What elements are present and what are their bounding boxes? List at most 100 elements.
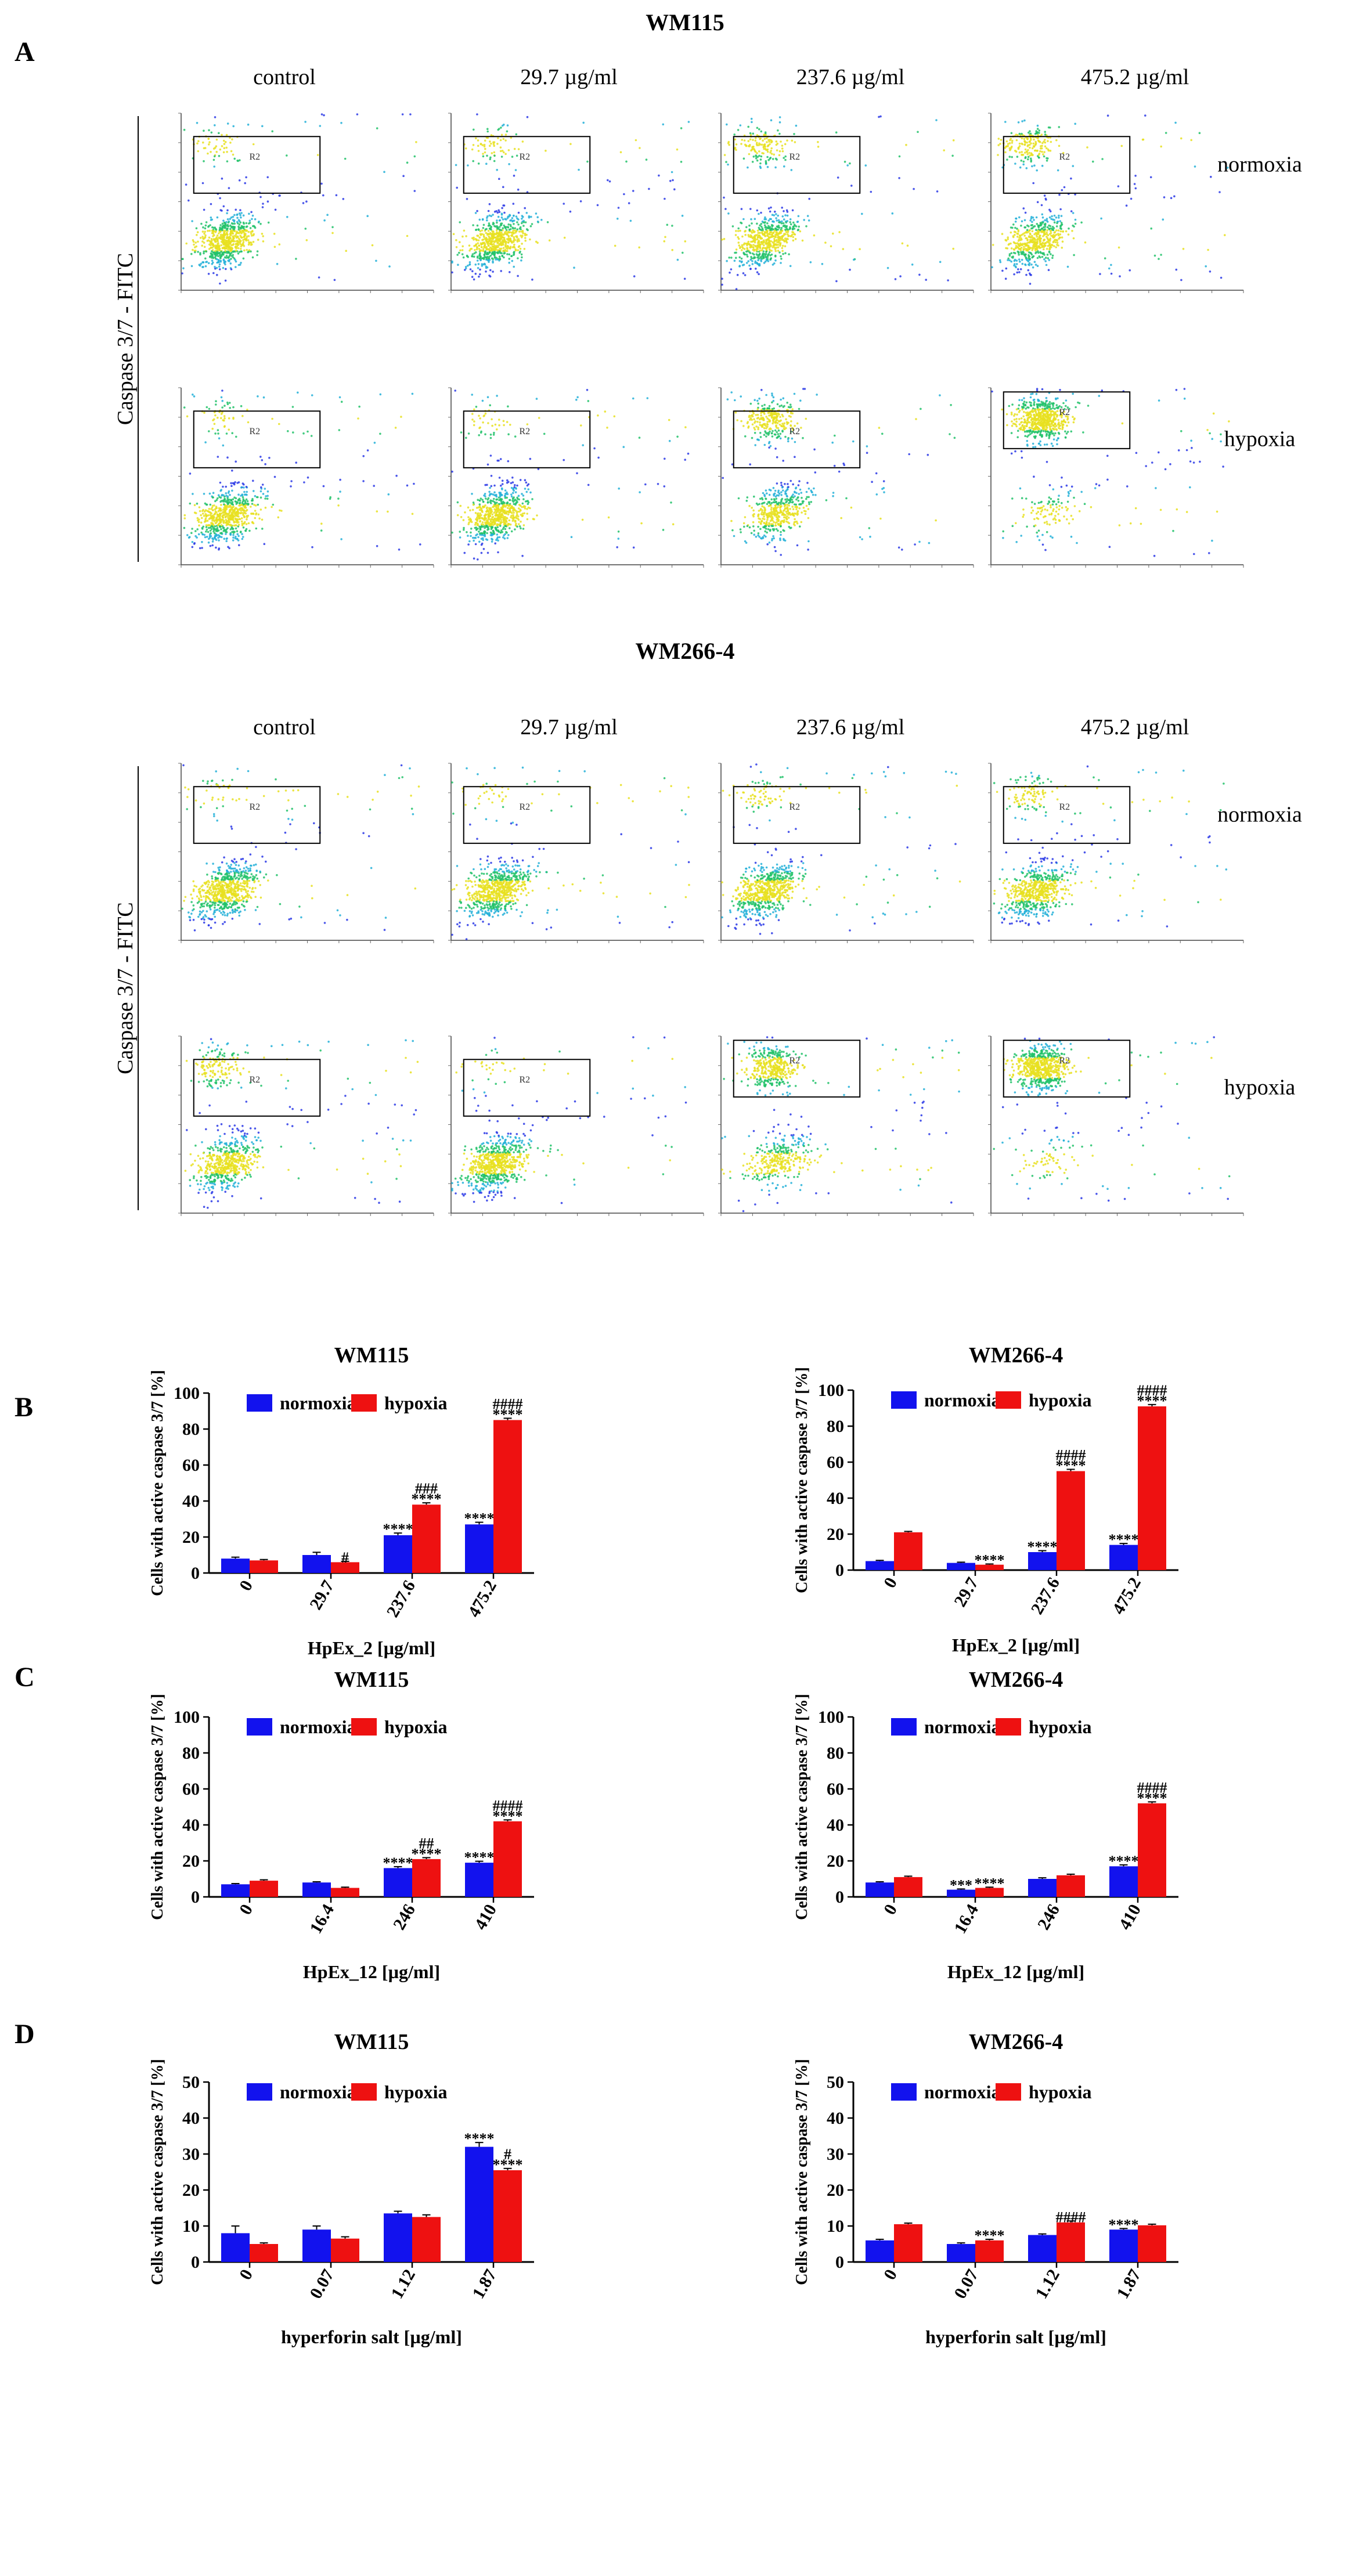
flow-event <box>497 233 500 236</box>
flow-event <box>214 266 216 268</box>
flow-event <box>520 520 522 523</box>
flow-event <box>215 150 218 153</box>
flow-event <box>781 237 784 240</box>
flow-event <box>824 241 827 244</box>
flow-event <box>1074 218 1077 221</box>
flow-event <box>246 493 248 496</box>
flow-event <box>1038 255 1040 258</box>
flow-event <box>232 125 235 128</box>
flow-event <box>758 128 760 131</box>
flow-event <box>323 114 325 117</box>
flow-event <box>487 510 489 513</box>
flow-event <box>1029 233 1032 236</box>
flow-event <box>243 515 246 518</box>
flow-event <box>214 535 217 537</box>
flow-event <box>193 395 196 398</box>
flow-event <box>1022 248 1025 251</box>
flow-event <box>227 517 229 519</box>
flow-event <box>524 221 527 223</box>
flow-event <box>657 483 659 485</box>
flow-event <box>474 522 477 524</box>
flow-event <box>524 237 527 239</box>
flow-event <box>769 157 772 159</box>
flow-event <box>1031 227 1034 229</box>
flow-event <box>245 523 248 525</box>
flow-event <box>254 510 257 512</box>
flow-event <box>760 249 763 252</box>
flow-event <box>496 168 498 171</box>
flow-event <box>1037 224 1040 227</box>
flow-event <box>204 227 207 230</box>
flow-event <box>206 406 208 409</box>
flow-event <box>189 472 192 475</box>
flow-event <box>223 261 226 264</box>
flow-event <box>222 219 225 222</box>
flow-event <box>492 258 494 261</box>
flow-event <box>273 475 276 478</box>
flow-event <box>215 228 218 231</box>
flow-event <box>517 517 519 520</box>
flow-event <box>776 149 778 151</box>
flow-event <box>486 532 488 535</box>
flow-event <box>764 216 766 219</box>
flow-event <box>260 486 262 489</box>
flow-event <box>201 230 204 233</box>
flow-event <box>214 251 217 254</box>
flow-event <box>243 483 245 486</box>
flow-event <box>755 157 758 160</box>
flow-event <box>1025 273 1028 276</box>
flow-event <box>759 257 762 259</box>
flow-event <box>211 259 214 262</box>
flow-event <box>662 123 665 126</box>
flow-event <box>778 241 780 244</box>
flow-event <box>212 147 215 150</box>
flow-event <box>727 142 730 145</box>
flow-event <box>190 265 193 268</box>
flow-event <box>470 247 473 250</box>
flow-event <box>237 160 239 163</box>
flow-event <box>1198 132 1201 134</box>
flow-event <box>245 230 247 232</box>
flow-event <box>767 260 770 262</box>
flow-event <box>1162 218 1164 221</box>
flow-event <box>221 389 223 392</box>
flow-event <box>504 525 507 527</box>
flow-event <box>1039 222 1042 224</box>
flow-event <box>734 146 737 149</box>
flow-event <box>489 493 492 496</box>
flow-event <box>219 532 222 535</box>
flow-event <box>607 179 609 182</box>
flow-event <box>582 444 584 446</box>
flow-event <box>1029 240 1032 243</box>
flow-event <box>224 244 227 247</box>
flow-event <box>748 264 751 267</box>
flow-event <box>497 518 500 520</box>
flow-event <box>290 485 292 488</box>
flow-event <box>770 147 773 150</box>
flow-event <box>519 508 522 511</box>
flow-event <box>268 457 271 459</box>
flow-event <box>239 209 241 211</box>
flow-event <box>264 488 266 490</box>
flow-event <box>1029 146 1031 149</box>
flow-event <box>772 396 775 399</box>
flow-event <box>504 515 506 518</box>
flow-event <box>512 227 514 230</box>
flow-event <box>196 231 199 233</box>
flow-event <box>1047 234 1050 237</box>
flow-event <box>211 504 214 507</box>
flow-event <box>1053 214 1056 217</box>
flow-event <box>730 257 733 259</box>
flow-event <box>338 429 341 431</box>
flow-event <box>1119 275 1121 277</box>
flow-event <box>497 539 499 542</box>
flow-event <box>512 497 514 500</box>
flow-event <box>489 454 492 457</box>
flow-event <box>482 235 485 237</box>
flow-event <box>913 187 915 190</box>
flow-event <box>472 502 475 504</box>
flow-event <box>266 497 269 500</box>
flow-event <box>509 424 511 426</box>
flow-event <box>488 236 491 239</box>
flow-event <box>1110 272 1113 275</box>
